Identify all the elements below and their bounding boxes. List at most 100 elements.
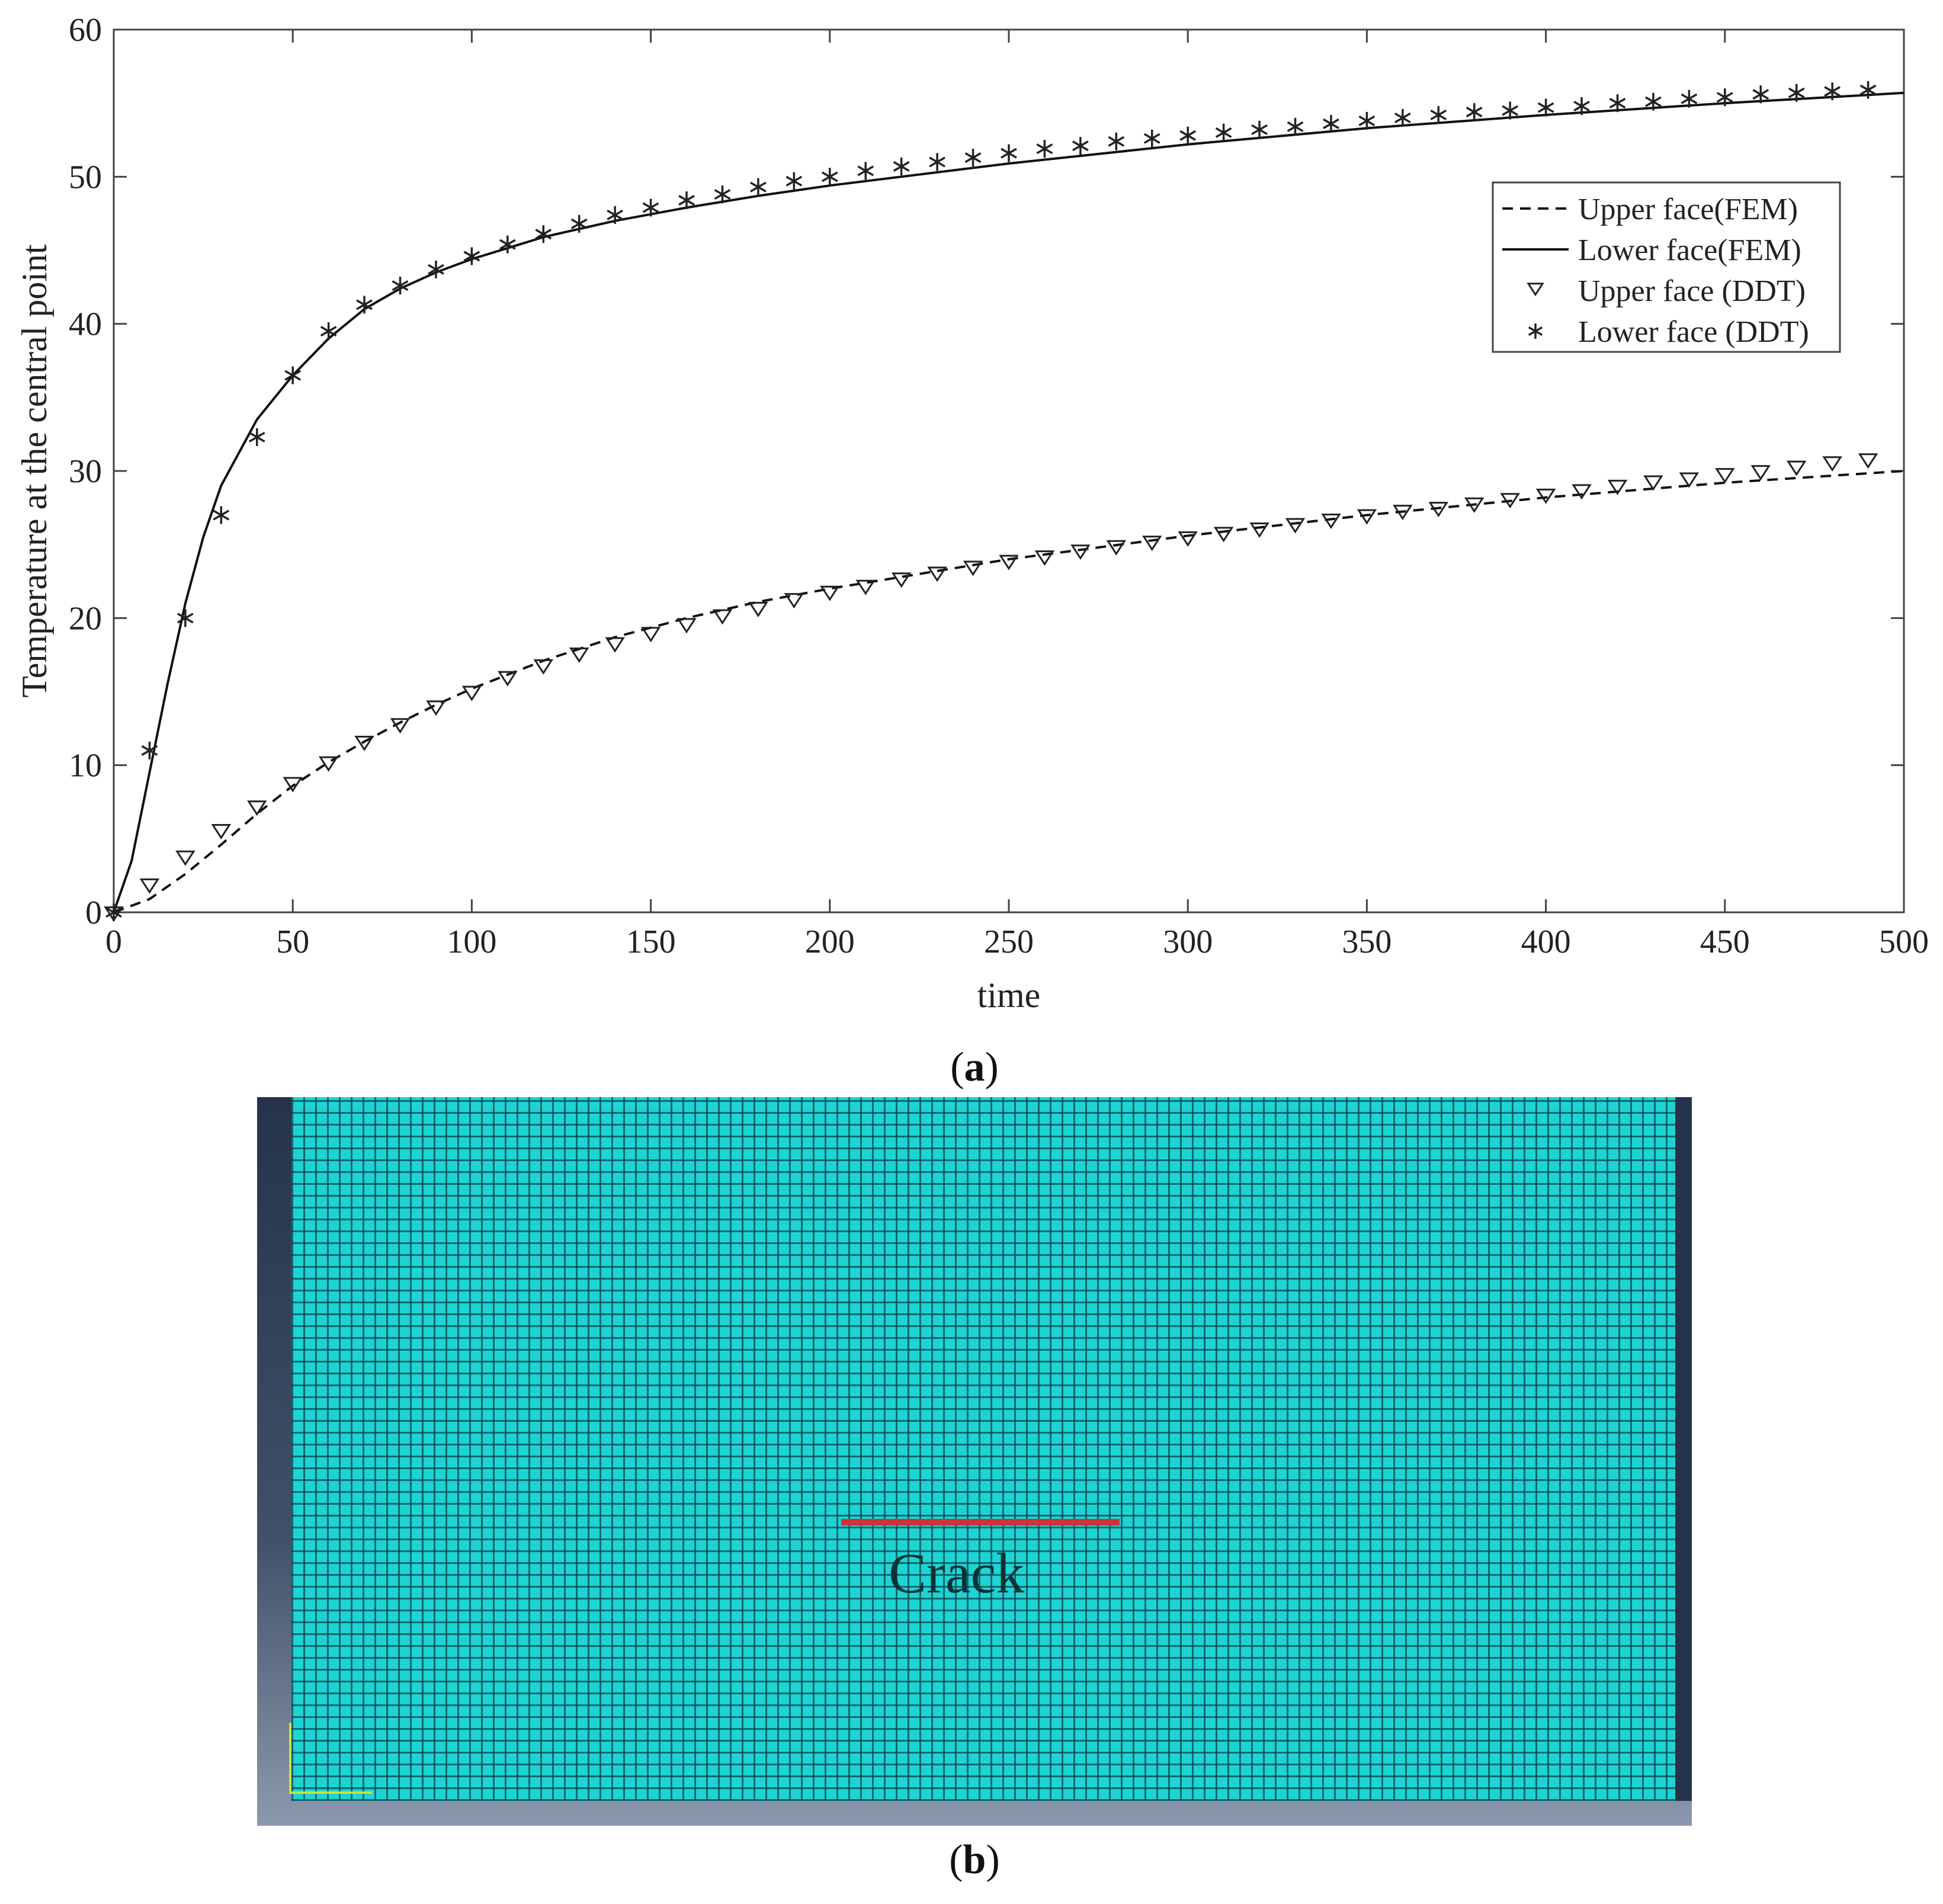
y-axis-label: Temperature at the central point — [15, 244, 54, 698]
x-tick-label: 250 — [984, 924, 1034, 960]
data-point-lower-ddt — [1287, 117, 1304, 136]
data-point-upper-ddt — [1572, 484, 1592, 500]
x-tick-label: 450 — [1700, 924, 1750, 960]
data-point-upper-ddt — [569, 648, 589, 663]
data-point-upper-ddt — [1178, 531, 1198, 547]
data-point-lower-ddt — [105, 903, 122, 921]
legend-label: Upper face(FEM) — [1578, 193, 1798, 226]
panel-label-b-open: ( — [949, 1837, 963, 1883]
data-point-upper-ddt — [211, 824, 232, 840]
data-point-lower-ddt — [1681, 89, 1698, 108]
series-0 — [113, 470, 1904, 913]
data-point-lower-ddt — [284, 366, 302, 384]
data-point-lower-ddt — [964, 149, 982, 167]
data-point-lower-ddt — [607, 206, 624, 224]
data-point-lower-ddt — [1358, 111, 1376, 130]
data-point-upper-ddt — [1070, 544, 1091, 560]
data-point-lower-ddt — [1537, 98, 1554, 117]
crack-label: Crack — [889, 1541, 1025, 1605]
series-3 — [105, 81, 1877, 921]
data-point-lower-ddt — [1072, 137, 1089, 155]
data-point-upper-ddt — [1750, 465, 1771, 481]
panel-label-a-open: ( — [950, 1044, 964, 1090]
legend-item-0: Upper face(FEM) — [1502, 193, 1798, 226]
data-point-upper-ddt — [318, 756, 339, 772]
axis-ticks: 0 50 100 150 200 250 300 350 400 450 500 0 10 20 30 40 5… — [69, 12, 1929, 960]
data-point-lower-ddt — [428, 260, 444, 278]
data-point-upper-ddt — [1500, 493, 1520, 509]
data-point-upper-ddt — [1643, 475, 1663, 491]
panel-label-a: (a) — [886, 1044, 1063, 1091]
mesh-grid — [291, 1097, 1675, 1801]
panel-label-b: (b) — [886, 1836, 1063, 1884]
data-point-upper-ddt — [1034, 550, 1055, 566]
legend-label: Lower face(FEM) — [1578, 233, 1801, 267]
data-point-upper-ddt — [1535, 488, 1556, 504]
panel-label-a-letter: a — [964, 1044, 985, 1090]
crack-line — [841, 1519, 1120, 1525]
series-layer — [104, 81, 1904, 922]
data-point-lower-ddt — [1179, 126, 1197, 145]
legend-item-1: Lower face(FEM) — [1502, 233, 1801, 267]
data-point-lower-ddt — [463, 247, 480, 265]
mesh-panel — [257, 1097, 1692, 1826]
data-point-lower-ddt — [535, 225, 552, 243]
data-point-upper-ddt — [963, 560, 983, 576]
x-tick-label: 400 — [1521, 924, 1571, 960]
data-point-lower-ddt — [642, 198, 659, 217]
series-2 — [104, 453, 1878, 922]
data-point-upper-ddt — [139, 878, 160, 894]
data-point-lower-ddt — [1609, 94, 1626, 113]
data-point-lower-ddt — [1430, 106, 1447, 124]
data-point-lower-ddt — [857, 162, 874, 180]
data-point-upper-ddt — [1679, 472, 1700, 488]
data-point-upper-ddt — [1393, 505, 1413, 521]
axis-triad-x — [289, 1791, 372, 1794]
data-point-lower-ddt — [821, 168, 838, 186]
data-point-upper-ddt — [1142, 536, 1162, 552]
data-point-upper-ddt — [784, 593, 804, 609]
data-point-lower-ddt — [213, 506, 230, 524]
x-tick-label: 300 — [1163, 924, 1213, 960]
data-point-lower-ddt — [1788, 84, 1805, 102]
data-point-lower-ddt — [1143, 129, 1160, 148]
data-point-lower-ddt — [714, 185, 731, 204]
data-point-lower-ddt — [1716, 88, 1733, 107]
legend-item-3: Lower face (DDT) — [1528, 315, 1809, 349]
data-point-upper-ddt — [927, 566, 947, 582]
data-point-lower-ddt — [1466, 103, 1483, 121]
data-point-upper-ddt — [640, 627, 661, 643]
y-tick-label: 30 — [69, 453, 102, 490]
data-point-lower-ddt — [570, 214, 588, 233]
data-point-upper-ddt — [855, 579, 876, 595]
y-tick-label: 10 — [69, 748, 102, 784]
x-tick-label: 500 — [1879, 924, 1929, 960]
legend-box — [1492, 181, 1841, 353]
data-point-upper-ddt — [1715, 468, 1735, 484]
data-point-upper-ddt — [175, 850, 195, 866]
x-tick-label: 350 — [1342, 924, 1391, 960]
data-point-upper-ddt — [390, 718, 411, 734]
data-point-lower-ddt — [1752, 85, 1769, 104]
data-point-upper-ddt — [354, 736, 374, 752]
series-line-0 — [113, 470, 1904, 913]
data-point-upper-ddt — [1321, 514, 1341, 530]
data-point-upper-ddt — [1428, 502, 1449, 518]
data-point-upper-ddt — [676, 618, 697, 634]
data-point-lower-ddt — [141, 741, 158, 759]
data-point-lower-ddt — [499, 235, 516, 254]
data-point-lower-ddt — [893, 157, 910, 175]
data-point-lower-ddt — [1215, 123, 1232, 142]
data-point-upper-ddt — [1858, 453, 1878, 469]
panel-label-b-letter: b — [963, 1837, 986, 1883]
data-point-upper-ddt — [1106, 540, 1127, 556]
y-tick-label: 20 — [69, 600, 102, 637]
data-point-upper-ddt — [1357, 509, 1377, 525]
data-point-lower-ddt — [248, 428, 265, 446]
panel-label-b-close: ) — [986, 1837, 1000, 1883]
data-point-lower-ddt — [678, 191, 695, 210]
data-point-upper-ddt — [247, 800, 267, 816]
data-point-lower-ddt — [785, 172, 803, 190]
x-tick-label: 150 — [626, 924, 676, 960]
temperature-chart: 0 50 100 150 200 250 300 350 400 450 500 0 10 20 30 40 5… — [15, 12, 1929, 1015]
